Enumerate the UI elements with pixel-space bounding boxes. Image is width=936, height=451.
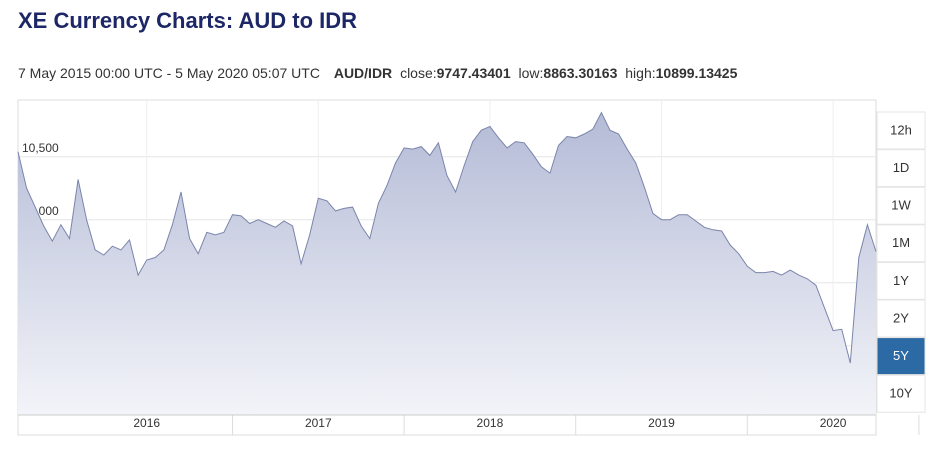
- low: 8863.30163: [543, 65, 617, 81]
- pair: AUD/IDR: [334, 65, 392, 81]
- range-button-label[interactable]: 1M: [892, 235, 910, 250]
- range-button-label[interactable]: 1Y: [893, 273, 909, 288]
- range-button[interactable]: [876, 374, 926, 413]
- high: 10899.13425: [656, 65, 738, 81]
- range-button[interactable]: [876, 224, 926, 263]
- range-buttons: 12h 1D 1W 1M 1Y 2Y 5Y 10Y: [876, 111, 926, 413]
- subtitle: 7 May 2015 00:00 UTC - 5 May 2020 05:07 …: [18, 65, 738, 81]
- low-label: low:: [519, 65, 544, 81]
- range-button-label[interactable]: 10Y: [889, 386, 912, 401]
- line: [17, 111, 877, 364]
- page-title: XE Currency Charts: AUD to IDR: [18, 8, 357, 33]
- range-button[interactable]: [876, 149, 926, 188]
- range-button[interactable]: [876, 261, 926, 300]
- range-button[interactable]: [876, 337, 926, 376]
- range-button-label[interactable]: 1D: [893, 160, 910, 175]
- range-button-label[interactable]: 1W: [891, 198, 911, 213]
- range-button-label[interactable]: 5Y: [893, 348, 909, 363]
- x-tick-label: 2016: [133, 416, 160, 430]
- range-button-label[interactable]: 2Y: [893, 310, 909, 325]
- range-button[interactable]: [876, 111, 926, 150]
- close-label: close:: [400, 65, 437, 81]
- plot: 8,5009,0009,50010,00010,5002016201720182…: [17, 100, 920, 435]
- x-tick-label: 2018: [477, 416, 504, 430]
- period: 7 May 2015 00:00 UTC - 5 May 2020 05:07 …: [18, 65, 320, 81]
- range-button[interactable]: [876, 299, 926, 338]
- range-button-label[interactable]: 12h: [890, 122, 912, 137]
- x-tick-label: 2020: [820, 416, 847, 430]
- x-tick-label: 2017: [305, 416, 332, 430]
- x-tick-label: 2019: [648, 416, 675, 430]
- range-button[interactable]: [876, 186, 926, 225]
- y-tick-label: 10,500: [22, 141, 59, 155]
- area: [18, 112, 876, 415]
- high-label: high:: [625, 65, 655, 81]
- close: 9747.43401: [437, 65, 511, 81]
